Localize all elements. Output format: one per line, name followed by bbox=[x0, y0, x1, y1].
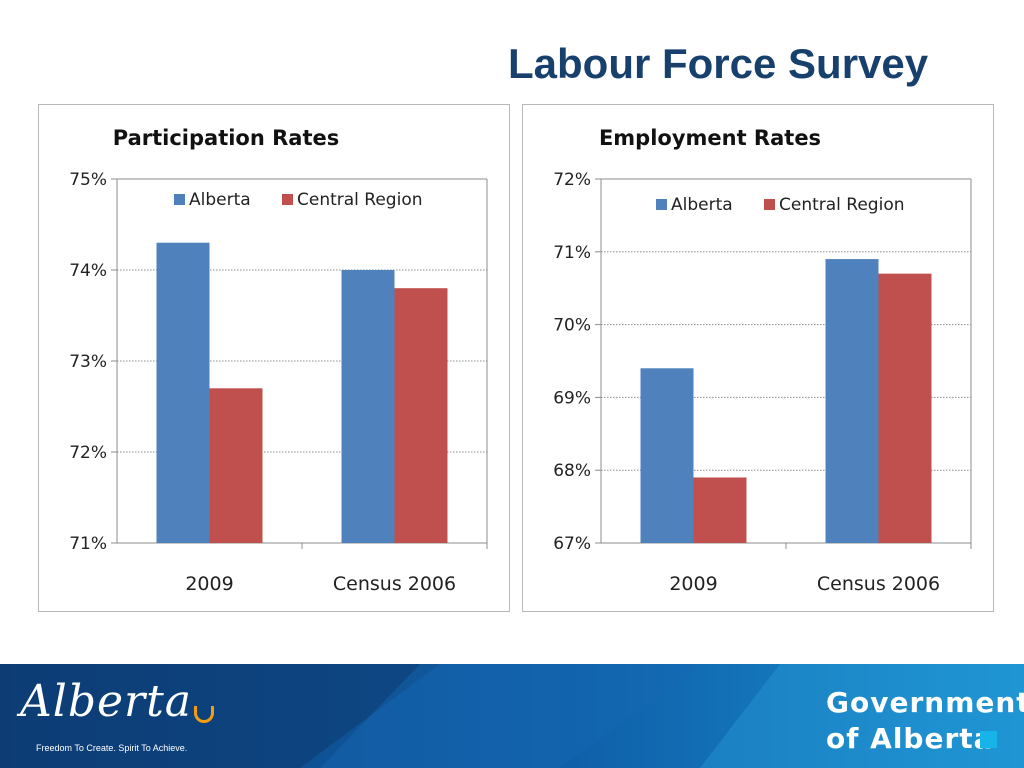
legend-swatch bbox=[282, 194, 293, 205]
y-tick-label: 71% bbox=[553, 243, 591, 263]
bar-alberta bbox=[825, 259, 879, 543]
y-tick-label: 72% bbox=[553, 170, 591, 190]
legend-label: Alberta bbox=[189, 190, 251, 210]
employment-rates-chart: Employment Rates 72% 71% 70% 69% 68% 67% 2009 Ce… bbox=[553, 126, 972, 595]
government-line-1: Government bbox=[826, 686, 1024, 719]
alberta-logo: Alberta bbox=[20, 676, 192, 727]
legend-swatch bbox=[764, 199, 775, 210]
alberta-logo-mark bbox=[194, 706, 214, 723]
bar-central-region bbox=[878, 273, 932, 543]
bar-alberta bbox=[341, 270, 395, 543]
y-tick-label: 75% bbox=[69, 170, 107, 190]
legend-label: Central Region bbox=[779, 195, 905, 215]
legend-label: Alberta bbox=[671, 195, 733, 215]
legend-label: Central Region bbox=[297, 190, 423, 210]
y-tick-label: 69% bbox=[553, 388, 591, 408]
bar-alberta bbox=[640, 368, 694, 543]
y-tick-label: 67% bbox=[553, 534, 591, 554]
x-category-label: Census 2006 bbox=[817, 573, 940, 595]
bar-alberta bbox=[156, 242, 210, 543]
y-tick-label: 68% bbox=[553, 461, 591, 481]
chart-title: Participation Rates bbox=[113, 126, 340, 150]
y-tick-label: 72% bbox=[69, 443, 107, 463]
government-line-2: of Alberta bbox=[826, 722, 994, 755]
bar-central-region bbox=[209, 388, 263, 543]
bar-central-region bbox=[693, 477, 747, 543]
y-tick-label: 71% bbox=[69, 534, 107, 554]
legend-swatch bbox=[174, 194, 185, 205]
government-square-mark bbox=[980, 731, 997, 748]
participation-chart-panel: Participation Rates 75% 74% 73% 72% 71% 2009 Ce… bbox=[38, 104, 510, 612]
y-tick-label: 70% bbox=[553, 316, 591, 336]
y-tick-label: 74% bbox=[69, 261, 107, 281]
x-category-label: 2009 bbox=[669, 573, 717, 595]
legend-swatch bbox=[656, 199, 667, 210]
chart-title: Employment Rates bbox=[599, 126, 821, 150]
participation-rates-chart: Participation Rates 75% 74% 73% 72% 71% 2009 Ce… bbox=[69, 126, 488, 595]
y-tick-label: 73% bbox=[69, 352, 107, 372]
footer-background bbox=[0, 664, 1024, 768]
bar-central-region bbox=[394, 288, 448, 543]
employment-chart-panel: Employment Rates 72% 71% 70% 69% 68% 67% 2009 Ce… bbox=[522, 104, 994, 612]
slide-title: Labour Force Survey bbox=[508, 40, 929, 87]
footer-banner bbox=[0, 664, 1024, 768]
x-category-label: 2009 bbox=[185, 573, 233, 595]
x-category-label: Census 2006 bbox=[333, 573, 456, 595]
tagline: Freedom To Create. Spirit To Achieve. bbox=[36, 743, 188, 753]
